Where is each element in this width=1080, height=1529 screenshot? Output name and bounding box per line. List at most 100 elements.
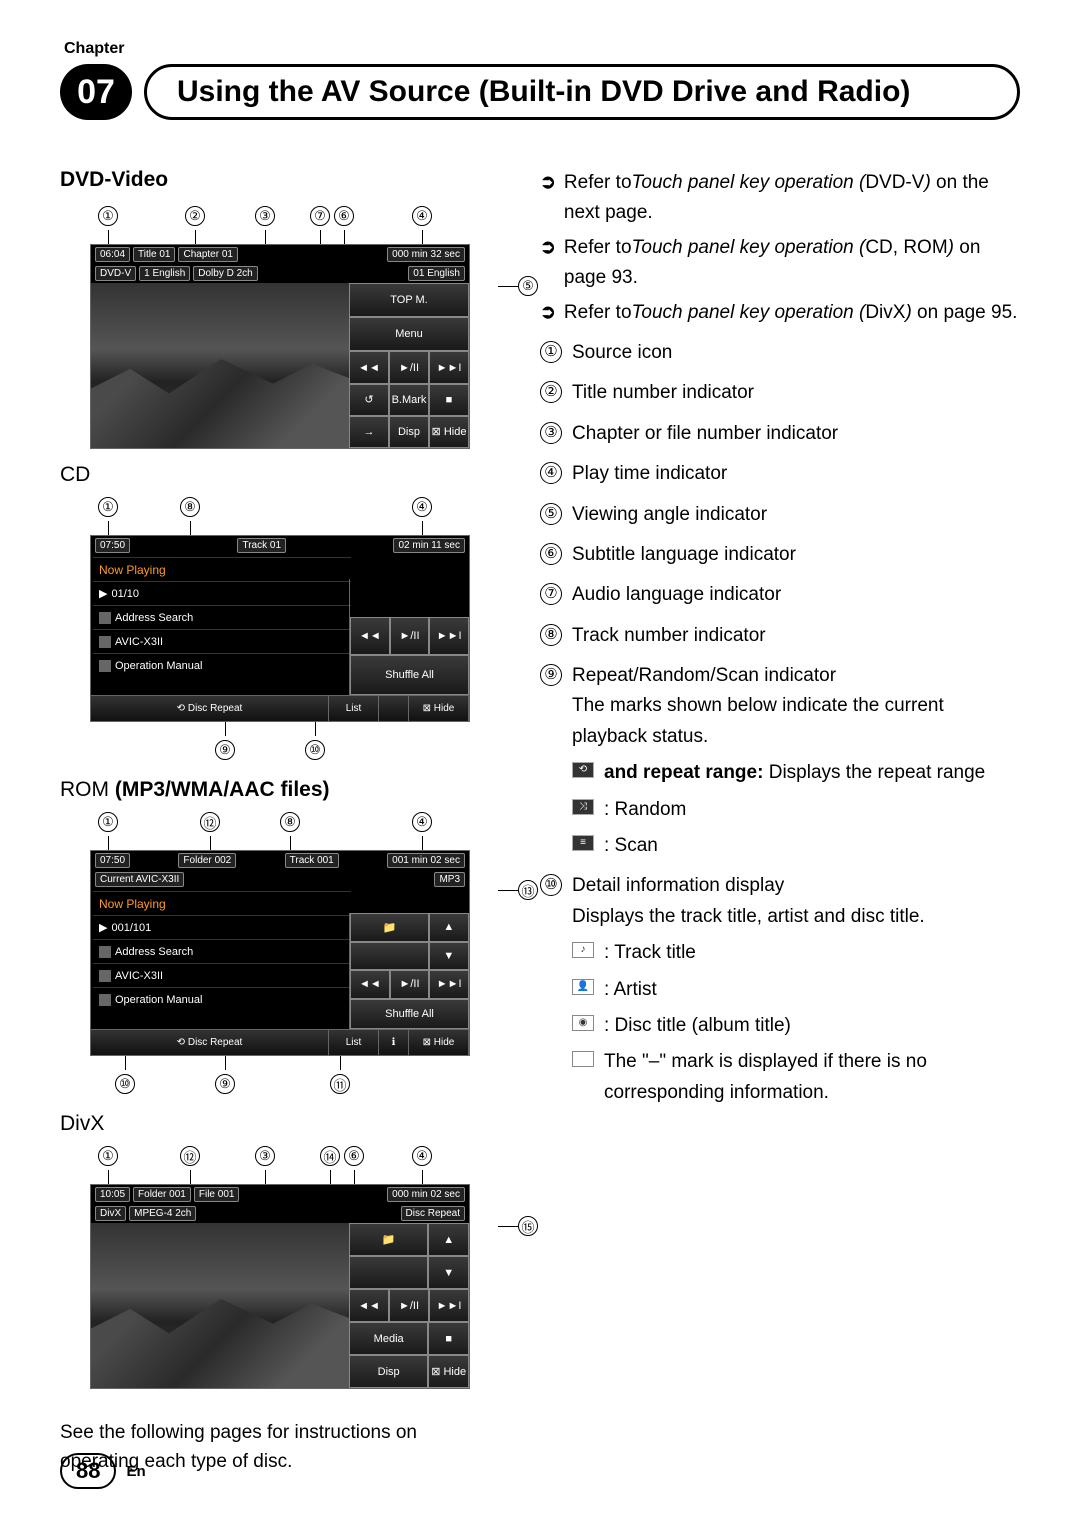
rom-up[interactable]: ▲ [429, 913, 469, 942]
rom-current: Current AVIC-X3II [95, 872, 184, 887]
rom-folder: Folder 002 [178, 853, 236, 868]
ref-icon: ➲ [540, 298, 556, 328]
scan-icon: ≡ [572, 835, 594, 851]
divx-time: 10:05 [95, 1187, 130, 1202]
chapter-title: Using the AV Source (Built-in DVD Drive … [144, 64, 1020, 120]
blank-icon [572, 1051, 594, 1067]
callout-1-divx: ① [98, 1146, 118, 1166]
divx-media[interactable]: Media [349, 1322, 428, 1355]
callout-1: ① [98, 206, 118, 226]
prev-button[interactable]: ◄◄ [349, 351, 389, 383]
callout-12-rom: ⑫ [200, 812, 220, 832]
dvd-time: 06:04 [95, 247, 130, 262]
dvd-title-label: Title 01 [133, 247, 175, 262]
topm-button[interactable]: TOP M. [349, 283, 469, 317]
callout-15-divx: ⑮ [518, 1216, 538, 1236]
dvd-subtitle: 01 English [408, 266, 465, 281]
item-8: ⑧Track number indicator [540, 621, 1020, 651]
rom-play[interactable]: ►/II [390, 970, 430, 999]
callout-9-rom: ⑨ [215, 1074, 235, 1094]
cd-item-0[interactable]: Address Search [93, 612, 199, 624]
dvd-audio: 1 English [139, 266, 190, 281]
dvd-figure: ① ② ③ ⑦ ⑥ ④ 06:04 Title 01 Chapter 01 00… [90, 206, 500, 449]
rom-folder-icon[interactable]: 📁 [350, 913, 429, 942]
callout-10-cd: ⑩ [305, 740, 325, 760]
divx-screenshot: 10:05 Folder 001 File 001 000 min 02 sec… [90, 1184, 470, 1389]
return-button[interactable]: ↺ [349, 384, 389, 416]
divx-next[interactable]: ►►I [429, 1289, 469, 1322]
rom-prev[interactable]: ◄◄ [350, 970, 390, 999]
divx-folder: Folder 001 [133, 1187, 191, 1202]
item-5: ⑤Viewing angle indicator [540, 500, 1020, 530]
rom-next[interactable]: ►►I [429, 970, 469, 999]
callout-10-rom: ⑩ [115, 1074, 135, 1094]
cd-item-2[interactable]: Operation Manual [93, 660, 208, 672]
bmark-button[interactable]: B.Mark [389, 384, 429, 416]
rom-item-1[interactable]: AVIC-X3II [93, 970, 169, 982]
item-2: ②Title number indicator [540, 378, 1020, 408]
callout-12-divx: ⑫ [180, 1146, 200, 1166]
divx-figure: ① ⑫ ③ ⑭ ⑥ ④ 10:05 Folder 001 File 001 00… [90, 1146, 500, 1389]
divx-disp[interactable]: Disp [349, 1355, 428, 1388]
track-icon: ♪ [572, 942, 594, 958]
cd-list[interactable]: List [329, 696, 379, 721]
callout-1-rom: ① [98, 812, 118, 832]
divx-prev[interactable]: ◄◄ [349, 1289, 389, 1322]
divx-discrepeat: Disc Repeat [401, 1206, 465, 1221]
rom-discrepeat[interactable]: ⟲ Disc Repeat [91, 1030, 329, 1055]
play-pause-button[interactable]: ►/II [389, 351, 429, 383]
cd-shuffle[interactable]: Shuffle All [350, 655, 469, 695]
cd-play[interactable]: ►/II [390, 617, 430, 655]
divx-up[interactable]: ▲ [428, 1223, 469, 1256]
stop-button[interactable]: ■ [429, 384, 469, 416]
ref-icon: ➲ [540, 168, 556, 198]
item-4: ④Play time indicator [540, 459, 1020, 489]
rom-time: 07:50 [95, 853, 130, 868]
next-button[interactable]: ►►I [429, 351, 469, 383]
rom-counter: ▶ 001/101 [93, 921, 157, 934]
dvd-dolby: Dolby D 2ch [193, 266, 257, 281]
callout-14-divx: ⑭ [320, 1146, 340, 1166]
dvd-screenshot: 06:04 Title 01 Chapter 01 000 min 32 sec… [90, 244, 470, 449]
cd-next[interactable]: ►►I [429, 617, 469, 655]
cd-prev[interactable]: ◄◄ [350, 617, 390, 655]
callout-6: ⑥ [334, 206, 354, 226]
page-number: 88 [60, 1453, 116, 1489]
divx-folder-icon[interactable]: 📁 [349, 1223, 428, 1256]
detail-disc: ◉: Disc title (album title) [572, 1011, 1020, 1041]
divx-hide[interactable]: ⊠ Hide [428, 1355, 469, 1388]
menu-button[interactable]: Menu [349, 317, 469, 351]
cd-discrepeat[interactable]: ⟲ Disc Repeat [91, 696, 329, 721]
rom-shuffle[interactable]: Shuffle All [350, 999, 469, 1030]
rom-track: Track 001 [285, 853, 339, 868]
rom-screenshot: 07:50 Folder 002 Track 001 001 min 02 se… [90, 850, 470, 1056]
item-9: ⑨Repeat/Random/Scan indicatorThe marks s… [540, 661, 1020, 752]
divx-stop[interactable]: ■ [428, 1322, 469, 1355]
divx-down[interactable]: ▼ [428, 1256, 469, 1289]
rom-item-2[interactable]: Operation Manual [93, 994, 208, 1006]
ref-line-2: ➲ Refer toTouch panel key operation (CD,… [540, 233, 1020, 294]
rom-item-0[interactable]: Address Search [93, 946, 199, 958]
disc-icon: ◉ [572, 1015, 594, 1031]
arrow-button[interactable]: → [349, 416, 389, 448]
cd-hide[interactable]: ⊠ Hide [409, 696, 469, 721]
cd-track: Track 01 [237, 538, 286, 553]
callout-6-divx: ⑥ [344, 1146, 364, 1166]
ref-line-3: ➲ Refer toTouch panel key operation (Div… [540, 298, 1020, 328]
cd-playtime: 02 min 11 sec [393, 538, 465, 553]
rom-playtime: 001 min 02 sec [387, 853, 465, 868]
item-6: ⑥Subtitle language indicator [540, 540, 1020, 570]
hide-button[interactable]: ⊠ Hide [429, 416, 469, 448]
cd-item-1[interactable]: AVIC-X3II [93, 636, 169, 648]
rom-info[interactable]: ℹ [379, 1030, 409, 1055]
callout-2: ② [185, 206, 205, 226]
rom-down[interactable]: ▼ [429, 942, 469, 971]
rom-list[interactable]: List [329, 1030, 379, 1055]
rom-hide[interactable]: ⊠ Hide [409, 1030, 469, 1055]
callout-1-cd: ① [98, 497, 118, 517]
divx-play[interactable]: ►/II [389, 1289, 429, 1322]
callout-11-rom: ⑪ [330, 1074, 350, 1094]
disp-button[interactable]: Disp [389, 416, 429, 448]
callout-5: ⑤ [518, 276, 538, 296]
cd-heading: CD [60, 463, 500, 487]
